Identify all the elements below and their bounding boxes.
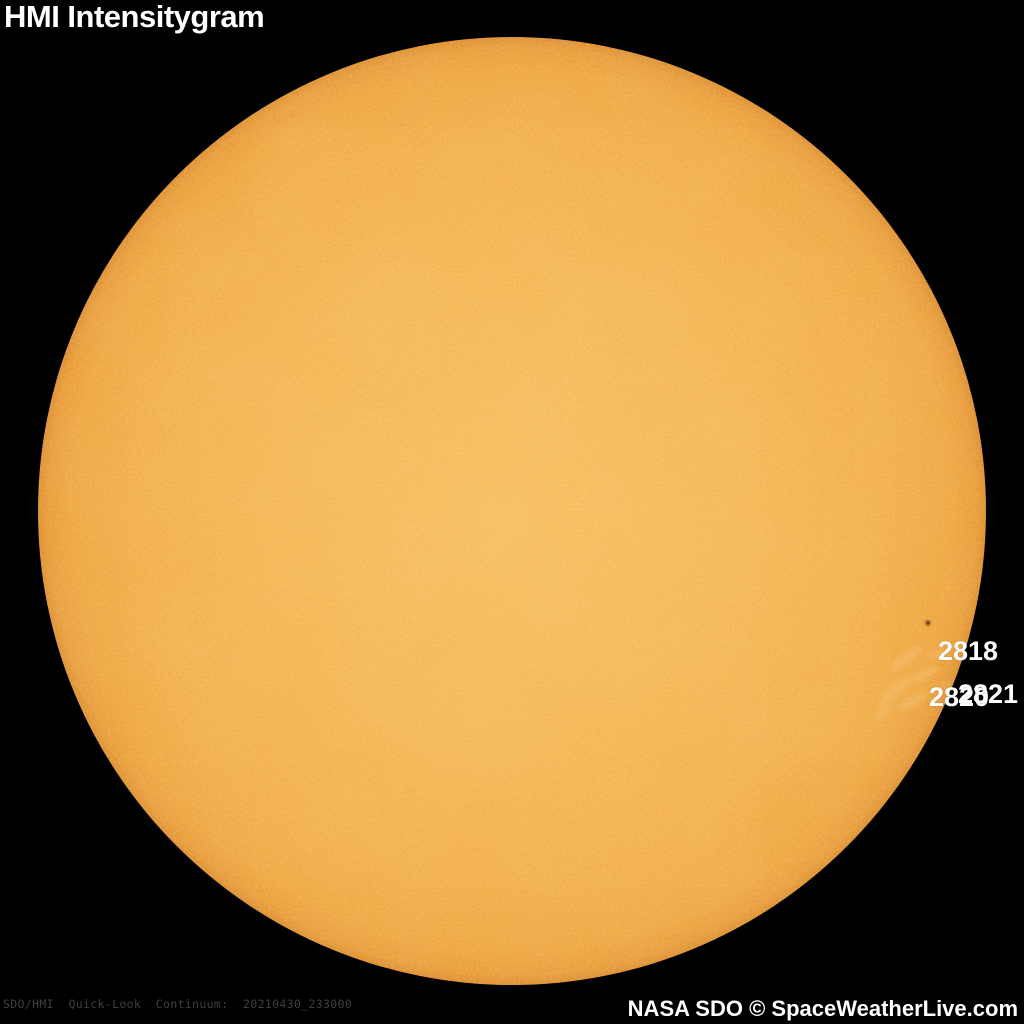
active-region-label-2820: 2820 bbox=[929, 682, 990, 712]
granulation-texture bbox=[38, 37, 986, 985]
credit-watermark: NASA SDO © SpaceWeatherLive.com bbox=[627, 996, 1018, 1021]
faculae-patches bbox=[872, 646, 953, 721]
image-title: HMI Intensitygram bbox=[4, 0, 265, 34]
active-region-label-2821: 2821 bbox=[958, 679, 1019, 709]
instrument-timestamp-caption: SDO/HMI Quick-Look Continuum: 20210430_2… bbox=[3, 997, 353, 1011]
active-region-label-2818: 2818 bbox=[938, 636, 999, 666]
sunspot-pore bbox=[924, 619, 932, 627]
